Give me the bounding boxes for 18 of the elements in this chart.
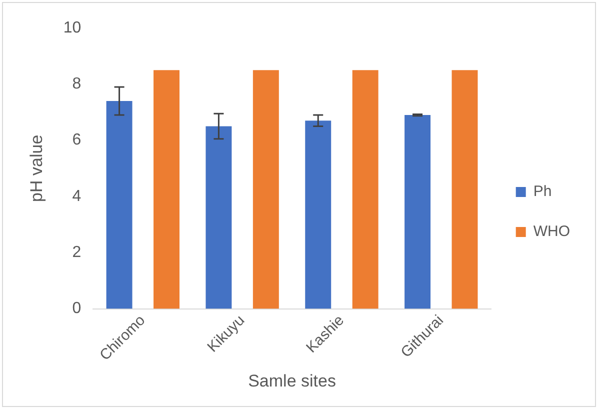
- bar: [305, 120, 332, 309]
- y-axis-title: pH value: [26, 134, 46, 202]
- y-tick-label: 8: [72, 76, 82, 93]
- bar: [404, 115, 431, 309]
- x-axis-title: Samle sites: [248, 371, 336, 390]
- bar: [206, 126, 232, 309]
- bar: [252, 70, 279, 309]
- bar: [452, 70, 478, 309]
- bar: [352, 70, 378, 309]
- y-tick-label: 10: [63, 19, 82, 36]
- legend-label: WHO: [533, 223, 570, 240]
- bar: [154, 70, 180, 309]
- legend-label: Ph: [533, 183, 552, 200]
- bar: [106, 101, 132, 309]
- y-tick-label: 0: [72, 300, 82, 318]
- y-tick-label: 4: [72, 188, 82, 205]
- y-tick-label: 2: [72, 244, 82, 262]
- y-tick-label: 6: [72, 132, 82, 149]
